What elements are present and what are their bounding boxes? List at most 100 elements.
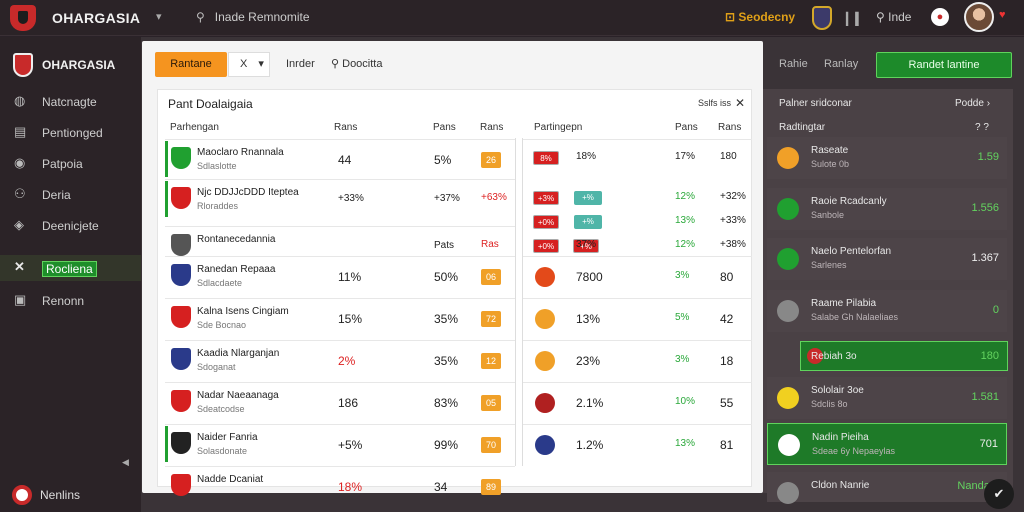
filter-dropdown[interactable]: X ▾ [228, 52, 270, 77]
ranking-value: 701 [979, 438, 998, 450]
close-icon[interactable]: ✕ [735, 96, 746, 110]
team-name: Kalna Isens Cingiam [197, 306, 289, 317]
collapse-icon[interactable]: ◀ [122, 457, 129, 467]
right-card-meta[interactable]: Podde › [955, 98, 991, 109]
ranking-sub: Sanbole [811, 210, 845, 220]
logo-icon[interactable] [10, 5, 36, 31]
row-divider [523, 340, 752, 341]
right-card-subheader: Radtingtar [779, 122, 826, 133]
ranking-row[interactable]: Raoie Rcadcanly Sanbole 1.556 [767, 188, 1007, 230]
score-pill: 70 [481, 437, 501, 453]
team-crest-icon [777, 387, 799, 409]
cell-value-1: 15% [338, 312, 363, 326]
table-row[interactable]: Rontanecedannia [165, 228, 325, 266]
cell-value-2: +37% [434, 193, 460, 204]
table-row[interactable]: Ranedan Repaaa Sdlacdaete [165, 258, 325, 296]
score-pill: 72 [481, 311, 501, 327]
sidebar-item-2[interactable]: ◉ Patpoia [14, 155, 83, 172]
row-divider [165, 179, 515, 180]
col-header-3[interactable]: Rans [480, 122, 504, 133]
cell-value-2: Pats [434, 240, 455, 251]
ranking-value: 0 [992, 304, 999, 316]
right-value-2: 17% [675, 151, 696, 162]
primary-button[interactable]: Rantane [155, 52, 227, 77]
sidebar-item-5[interactable]: ✕ Rocliena [0, 255, 141, 281]
sidebar-item-6[interactable]: ▣ Renonn [14, 292, 85, 309]
notification-icon[interactable]: ● [931, 8, 949, 26]
top-bar: OHARGASIA ▾ ⚲ Inade Remnomite ⊡ Seodecny … [0, 0, 1024, 36]
sidebar-item-0[interactable]: ◍ Natcnagte [14, 93, 97, 110]
right-card-title: Palner sridconar [779, 98, 852, 109]
chat-icon[interactable]: ✔ [984, 479, 1014, 509]
table-row[interactable]: Naider Fanria Solasdonate [165, 426, 325, 464]
cell-value-1: +33% [338, 193, 364, 204]
team-sub: Rloraddes [197, 201, 239, 211]
search-icon: ⚲ [331, 58, 340, 70]
top-badge[interactable]: ⊡ Seodecny [725, 10, 796, 24]
ranking-row[interactable]: Raame Pilabia Salabe Gh Nalaeliaes 0 [767, 290, 1007, 332]
table-row[interactable]: Kaadia Nlarganjan Sdoganat [165, 342, 325, 380]
right-value-3: 18 [720, 354, 734, 368]
team-name: Rontanecedannia [197, 234, 276, 245]
search-button[interactable]: ⚲ Inde [876, 10, 912, 24]
chevron-down-icon[interactable]: ▾ [156, 11, 162, 23]
sidebar-bottom-item[interactable]: Nenlins [12, 485, 80, 505]
team-crest-icon [777, 300, 799, 322]
green-action-button[interactable]: Randet lantine [876, 52, 1012, 78]
cell-value-2: 5% [434, 153, 452, 167]
eye-icon: ◉ [14, 155, 26, 170]
avatar[interactable] [964, 2, 994, 32]
sidebar-brand[interactable]: OHARGASIA [0, 51, 141, 79]
table-row[interactable]: Maoclaro Rnannala Sdlaslotte [165, 141, 325, 179]
col-header-2[interactable]: Pans [433, 122, 456, 133]
right-value-3: +33% [720, 215, 746, 226]
team-name: Maoclaro Rnannala [197, 147, 284, 158]
stats-icon[interactable]: ▎▍ [846, 12, 865, 26]
sort-icon[interactable]: ? ? [975, 122, 989, 133]
right-value-3: 180 [720, 151, 737, 162]
tab-0[interactable]: Rahie [779, 58, 808, 70]
score-pill: 26 [481, 152, 501, 168]
team-crest-icon [171, 306, 191, 328]
toolbar-link[interactable]: Inrder [286, 58, 315, 70]
ranking-row[interactable]: Raseate Sulote 0b 1.59 [767, 137, 1007, 179]
ranking-row[interactable]: Naelo Pentelorfan Sarlenes 1.367 [767, 238, 1007, 280]
table-row[interactable]: Njc DDJJcDDD Iteptea Rloraddes [165, 181, 325, 219]
ranking-name: Rebiah 3o [811, 351, 857, 362]
table-row[interactable]: Nadar Naeaanaga Sdeatcodse [165, 384, 325, 422]
ranking-sub: Sulote 0b [811, 159, 850, 169]
col-header-right-1[interactable]: Pans [675, 122, 698, 133]
col-header-right-2[interactable]: Rans [718, 122, 742, 133]
sidebar-item-4[interactable]: ◈ Deenicjete [14, 217, 99, 234]
col-header-right-team[interactable]: Partingepn [534, 122, 583, 133]
ranking-row[interactable]: Rebiah 3o 180 [800, 341, 1008, 371]
col-header-1[interactable]: Rans [334, 122, 358, 133]
right-value-2: 13% [675, 438, 696, 449]
team-crest-icon [171, 147, 191, 169]
sidebar-item-3[interactable]: ⚇ Deria [14, 186, 71, 203]
table-row[interactable]: Nadde Dcaniat [165, 468, 325, 506]
col-header-team[interactable]: Parhengan [170, 122, 219, 133]
ranking-row[interactable]: Nadin Pieiha Sdeae 6y Nepaeylas 701 [767, 423, 1007, 465]
score-pill: 89 [481, 479, 501, 495]
ranking-value: 1.59 [977, 151, 999, 163]
ranking-row[interactable]: Cldon Nanrie Nanda 8 [767, 472, 1007, 504]
search-input[interactable]: ⚲ Inade Remnomite [196, 10, 310, 24]
heart-icon: ♥ [999, 9, 1006, 21]
team-crest-icon [535, 393, 555, 413]
table-row[interactable]: Kalna Isens Cingiam Sde Bocnao [165, 300, 325, 338]
ranking-row[interactable]: Sololair 3oe Sdclis 8o 1.581 [767, 377, 1007, 419]
shield-icon[interactable] [812, 6, 832, 30]
sidebar-item-1[interactable]: ▤ Pentionged [14, 124, 103, 141]
team-crest-icon [535, 435, 555, 455]
ranking-name: Raoie Rcadcanly [811, 196, 887, 207]
shirt-icon: ▣ [14, 292, 27, 307]
row-divider [165, 256, 515, 257]
row-divider [165, 340, 515, 341]
divider [522, 138, 523, 466]
brand-icon [13, 53, 33, 77]
tab-1[interactable]: Ranlay [824, 58, 859, 70]
toolbar-search[interactable]: ⚲ Doocitta [331, 58, 383, 70]
right-value-2: 12% [675, 239, 696, 250]
status-bar [165, 141, 168, 177]
